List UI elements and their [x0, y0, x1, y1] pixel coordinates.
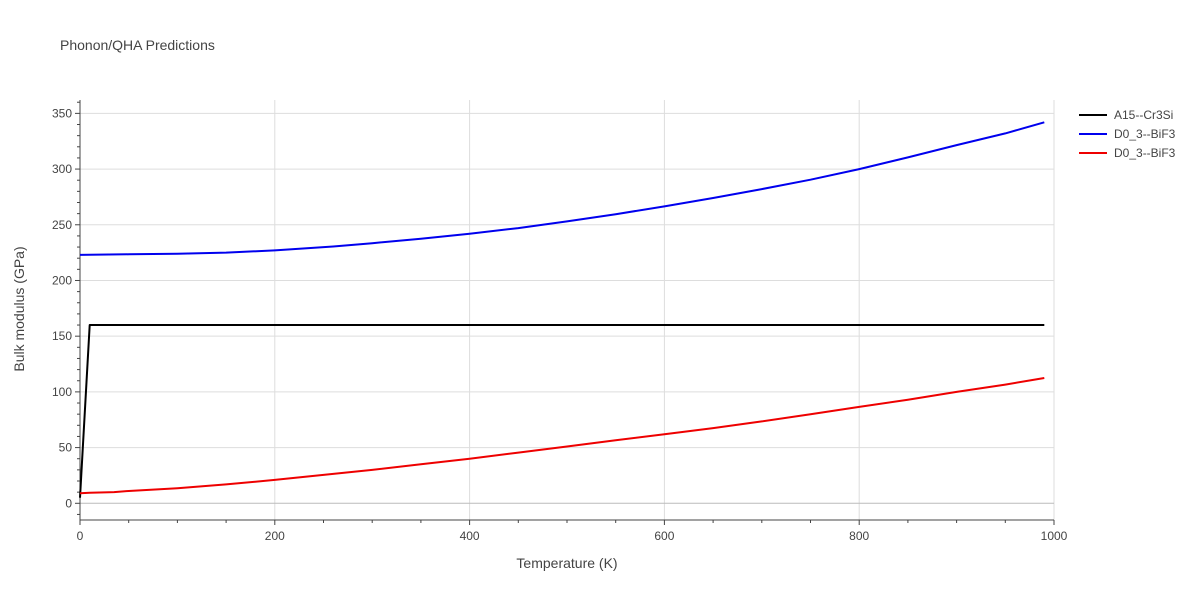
y-tick-label: 50	[59, 441, 73, 455]
plot-area	[79, 121, 1045, 498]
legend-item-1[interactable]: A15--Cr3Si	[1079, 108, 1173, 122]
y-axis-title: Bulk modulus (GPa)	[11, 246, 27, 371]
y-tick-label: 100	[52, 385, 72, 399]
x-tick-label: 800	[849, 529, 869, 543]
x-tick-label: 1000	[1041, 529, 1068, 543]
series-line-1[interactable]	[79, 324, 1045, 498]
y-tick-label: 300	[52, 162, 72, 176]
y-tick-label: 0	[65, 496, 72, 510]
legend-label: D0_3--BiF3	[1114, 127, 1176, 141]
axes: 0 200 400 600 800 1000 0 50 100 150 200 250 300 350	[52, 100, 1068, 543]
series-line-2[interactable]	[79, 121, 1045, 256]
y-tick-label: 200	[52, 273, 72, 287]
y-tick-label: 150	[52, 329, 72, 343]
grid	[80, 100, 1055, 520]
legend-item-2[interactable]: D0_3--BiF3	[1079, 127, 1176, 141]
x-tick-label: 0	[77, 529, 84, 543]
y-tick-label: 350	[52, 106, 72, 120]
chart-title: Phonon/QHA Predictions	[60, 37, 215, 53]
x-axis-title: Temperature (K)	[516, 555, 617, 571]
legend[interactable]: A15--Cr3Si D0_3--BiF3 D0_3--BiF3	[1079, 108, 1176, 160]
legend-item-3[interactable]: D0_3--BiF3	[1079, 146, 1176, 160]
x-tick-label: 200	[265, 529, 285, 543]
series-line-3[interactable]	[79, 377, 1045, 495]
y-tick-label: 250	[52, 218, 72, 232]
x-tick-label: 400	[460, 529, 480, 543]
x-tick-label: 600	[654, 529, 674, 543]
legend-label: A15--Cr3Si	[1114, 108, 1173, 122]
legend-label: D0_3--BiF3	[1114, 146, 1176, 160]
